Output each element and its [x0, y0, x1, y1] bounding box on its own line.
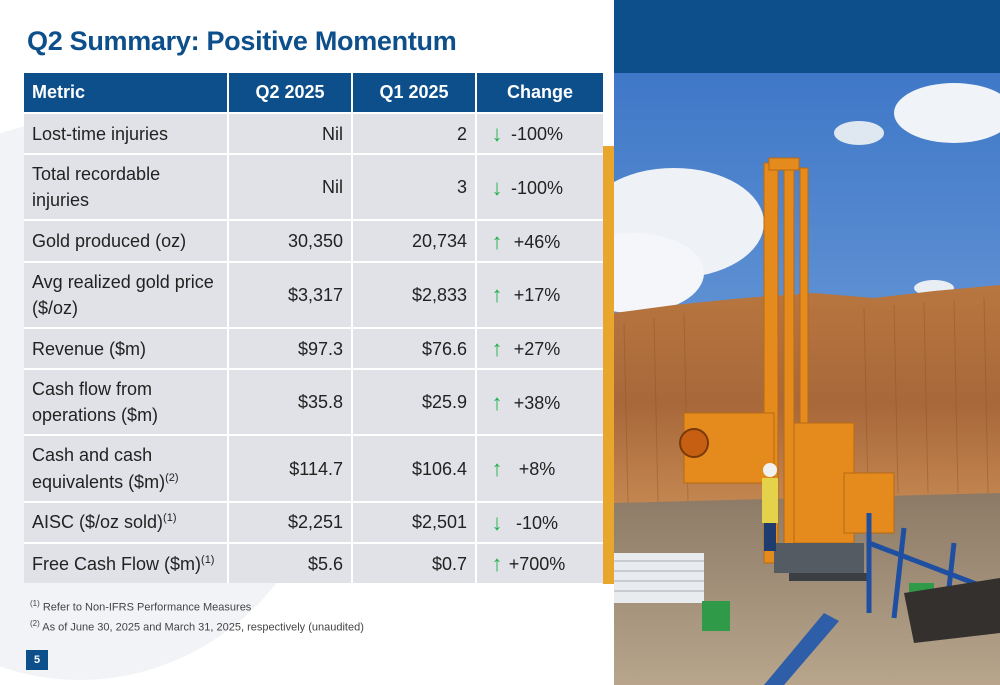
table-row: AISC ($/oz sold)(1) $2,251 $2,501 ↓ -10% [24, 500, 603, 542]
q2-value: Nil [229, 153, 353, 220]
footnote-2: (2) As of June 30, 2025 and March 31, 20… [30, 616, 364, 636]
change-value: +17% [513, 285, 561, 306]
footnotes: (1) Refer to Non-IFRS Performance Measur… [30, 596, 364, 635]
change-value: -10% [515, 512, 559, 533]
change-cell: ↑ +8% [477, 434, 603, 501]
q2-value: $5.6 [229, 541, 353, 584]
metric-label: Free Cash Flow ($m) [32, 553, 202, 574]
footnote-marker: (1) [30, 599, 40, 608]
q1-value: $106.4 [353, 434, 477, 501]
arrow-down-icon: ↓ [491, 174, 503, 200]
metric-cell: Revenue ($m) [24, 326, 229, 369]
change-cell: ↓ -100% [477, 153, 603, 220]
change-cell: ↓ -10% [477, 500, 603, 542]
arrow-down-icon: ↓ [491, 121, 503, 147]
change-value: +700% [508, 554, 566, 575]
q2-value: $97.3 [229, 326, 353, 369]
summary-table: Metric Q2 2025 Q1 2025 Change Lost-time … [24, 73, 603, 584]
table-row: Total recordable injuries Nil 3 ↓ -100% [24, 153, 603, 220]
table-row: Free Cash Flow ($m)(1) $5.6 $0.7 ↑ +700% [24, 541, 603, 584]
q1-value: $0.7 [353, 541, 477, 584]
q2-value: $3,317 [229, 260, 353, 327]
change-cell: ↑ +700% [477, 541, 603, 584]
metric-cell: AISC ($/oz sold)(1) [24, 500, 229, 542]
change-value: +38% [513, 392, 561, 413]
change-cell: ↑ +38% [477, 368, 603, 435]
arrow-up-icon: ↑ [491, 228, 503, 254]
table-row: Revenue ($m) $97.3 $76.6 ↑ +27% [24, 326, 603, 369]
change-value: -100% [510, 124, 564, 145]
change-value: -100% [510, 177, 564, 198]
drill-rig-photo [614, 73, 1000, 685]
q1-value: $76.6 [353, 326, 477, 369]
change-cell: ↑ +46% [477, 219, 603, 261]
q2-value: Nil [229, 112, 353, 154]
metric-label: Avg realized gold price ($/oz) [32, 271, 214, 318]
arrow-up-icon: ↑ [491, 336, 503, 362]
metric-cell: Total recordable injuries [24, 153, 229, 220]
change-cell: ↓ -100% [477, 112, 603, 154]
arrow-up-icon: ↑ [491, 282, 503, 308]
header-band [614, 0, 1000, 73]
metric-label: Revenue ($m) [32, 338, 147, 359]
metric-cell: Avg realized gold price ($/oz) [24, 260, 229, 327]
q1-value: $2,501 [353, 500, 477, 542]
q1-value: $2,833 [353, 260, 477, 327]
q1-value: 20,734 [353, 219, 477, 261]
arrow-up-icon: ↑ [491, 456, 503, 482]
metric-cell: Gold produced (oz) [24, 219, 229, 261]
page-title: Q2 Summary: Positive Momentum [27, 26, 457, 56]
table-row: Cash flow from operations ($m) $35.8 $25.9… [24, 368, 603, 435]
change-value: +46% [513, 231, 561, 252]
q1-value: 2 [353, 112, 477, 154]
footnote-text: As of June 30, 2025 and March 31, 2025, … [42, 621, 364, 634]
metric-cell: Cash flow from operations ($m) [24, 368, 229, 435]
change-cell: ↑ +17% [477, 260, 603, 327]
q2-value: 30,350 [229, 219, 353, 261]
table-row: Cash and cash equivalents ($m)(2) $114.7 $… [24, 434, 603, 501]
metric-cell: Free Cash Flow ($m)(1) [24, 541, 229, 584]
header-change: Change [477, 73, 603, 112]
change-cell: ↑ +27% [477, 326, 603, 369]
metric-label: Cash flow from operations ($m) [32, 379, 159, 426]
metric-label: Cash and cash equivalents ($m) [32, 445, 166, 492]
page-number: 5 [26, 650, 48, 670]
footnote-1: (1) Refer to Non-IFRS Performance Measur… [30, 596, 364, 616]
header-q1: Q1 2025 [353, 73, 477, 112]
footnote-marker: (2) [30, 618, 40, 628]
q2-value: $114.7 [229, 434, 353, 501]
footnote-text: Refer to Non-IFRS Performance Measures [42, 601, 252, 614]
metric-cell: Cash and cash equivalents ($m)(2) [24, 434, 229, 501]
header-q2: Q2 2025 [229, 73, 353, 112]
metric-footnote-marker: (1) [201, 553, 215, 566]
metric-label: AISC ($/oz sold) [32, 512, 164, 533]
metric-footnote-marker: (2) [165, 471, 179, 484]
metric-cell: Lost-time injuries [24, 112, 229, 154]
q1-value: $25.9 [353, 368, 477, 435]
accent-bar [603, 146, 614, 584]
q2-value: $2,251 [229, 500, 353, 542]
arrow-up-icon: ↑ [491, 551, 503, 577]
change-value: +8% [518, 459, 556, 480]
arrow-down-icon: ↓ [491, 509, 503, 535]
q2-value: $35.8 [229, 368, 353, 435]
metric-footnote-marker: (1) [163, 512, 177, 525]
table-row: Avg realized gold price ($/oz) $3,317 $2,8… [24, 260, 603, 327]
metric-label: Total recordable injuries [32, 164, 161, 211]
metric-label: Gold produced (oz) [32, 231, 187, 252]
arrow-up-icon: ↑ [491, 389, 503, 415]
header-metric: Metric [24, 73, 229, 112]
table-header-row: Metric Q2 2025 Q1 2025 Change [24, 73, 603, 112]
metric-label: Lost-time injuries [32, 123, 169, 144]
q1-value: 3 [353, 153, 477, 220]
table-row: Gold produced (oz) 30,350 20,734 ↑ +46% [24, 219, 603, 261]
change-value: +27% [513, 339, 561, 360]
table-row: Lost-time injuries Nil 2 ↓ -100% [24, 112, 603, 154]
